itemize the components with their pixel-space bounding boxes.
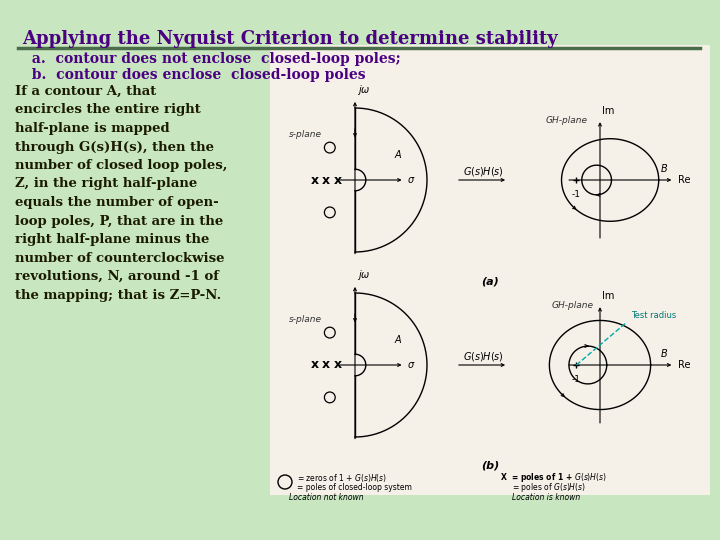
Text: A: A (395, 150, 401, 160)
Text: (b): (b) (481, 460, 499, 470)
Text: x: x (334, 173, 342, 186)
Text: Test radius: Test radius (631, 311, 676, 320)
Text: Re: Re (678, 175, 690, 185)
Text: Im: Im (602, 106, 614, 116)
Text: -1: -1 (572, 375, 581, 384)
Text: (a): (a) (481, 277, 499, 287)
Text: -1: -1 (572, 190, 581, 199)
Text: b.  contour does enclose  closed-loop poles: b. contour does enclose closed-loop pole… (22, 68, 366, 82)
Text: $j\omega$: $j\omega$ (357, 268, 370, 282)
Text: $j\omega$: $j\omega$ (357, 83, 370, 97)
Text: GH-plane: GH-plane (552, 301, 594, 309)
Text: If a contour A, that
encircles the entire right
half-plane is mapped
through G(s: If a contour A, that encircles the entir… (15, 85, 228, 301)
Text: = poles of closed-loop system: = poles of closed-loop system (297, 483, 412, 492)
Text: $\sigma$: $\sigma$ (408, 360, 415, 370)
Text: s-plane: s-plane (289, 315, 322, 324)
Text: B: B (661, 164, 667, 174)
Text: a.  contour does not enclose  closed-loop poles;: a. contour does not enclose closed-loop … (22, 52, 401, 66)
Text: x: x (310, 173, 318, 186)
Text: Location not known: Location not known (289, 494, 364, 503)
Text: Location is known: Location is known (512, 494, 580, 503)
Bar (270, 45, 710, 495)
Text: x: x (322, 173, 330, 186)
Text: = zeros of 1 + $G(s)H(s)$: = zeros of 1 + $G(s)H(s)$ (297, 472, 387, 484)
Text: GH-plane: GH-plane (545, 116, 588, 125)
Text: $\sigma$: $\sigma$ (408, 175, 415, 185)
Text: $G(s)H(s)$: $G(s)H(s)$ (462, 350, 503, 363)
Text: s-plane: s-plane (289, 130, 322, 139)
Text: x: x (334, 359, 342, 372)
Text: x: x (322, 359, 330, 372)
Text: Applying the Nyquist Criterion to determine stability: Applying the Nyquist Criterion to determ… (22, 30, 558, 48)
Text: Re: Re (678, 360, 690, 370)
Text: = poles of $G(s)H(s)$: = poles of $G(s)H(s)$ (512, 482, 586, 495)
Text: A: A (395, 335, 401, 345)
Text: B: B (661, 349, 667, 359)
Text: x: x (310, 359, 318, 372)
Text: X  = poles of 1 + $G(s)H(s)$: X = poles of 1 + $G(s)H(s)$ (500, 471, 607, 484)
Text: $G(s)H(s)$: $G(s)H(s)$ (462, 165, 503, 178)
Text: Im: Im (602, 291, 614, 301)
